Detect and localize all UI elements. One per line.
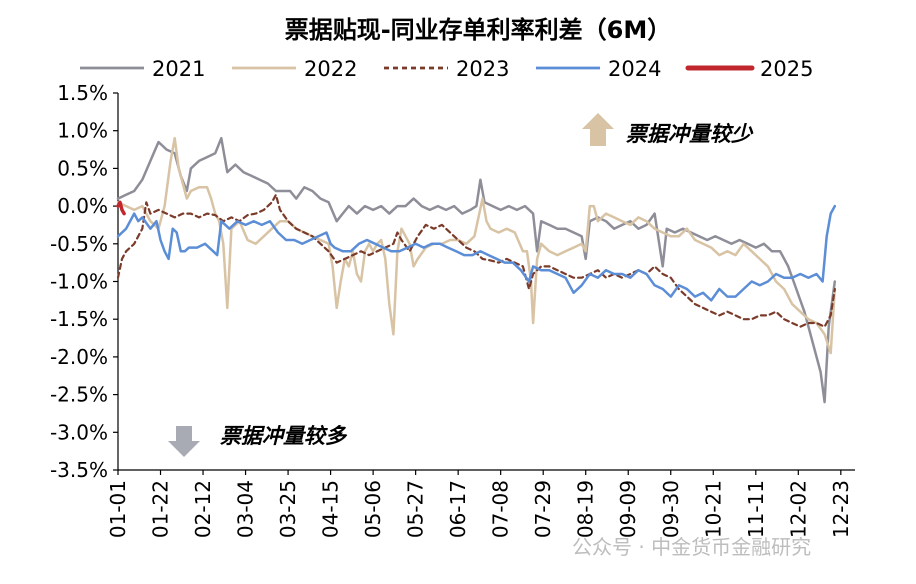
chart-title: 票据贴现-同业存单利率利差（6M）: [285, 16, 672, 44]
x-tick-label: 07-29: [531, 480, 555, 538]
legend-label-2024: 2024: [608, 57, 661, 81]
down-note: 票据冲量较多: [168, 424, 348, 457]
plot-area: [116, 136, 837, 404]
up-note: 票据冲量较少: [582, 113, 754, 146]
up-note-label: 票据冲量较少: [626, 122, 754, 146]
x-tick-label: 12-23: [829, 480, 853, 538]
x-tick-label: 09-09: [616, 480, 640, 538]
legend-label-2021: 2021: [152, 57, 205, 81]
legend-label-2022: 2022: [304, 57, 357, 81]
y-tick-label: -1.5%: [50, 307, 108, 331]
x-tick-label: 06-17: [446, 480, 470, 538]
y-tick-label: -2.5%: [50, 383, 108, 407]
down-note-label: 票据冲量较多: [220, 424, 348, 448]
x-tick-label: 03-25: [276, 480, 300, 538]
x-tick-label: 01-22: [149, 480, 173, 538]
x-tick-label: 08-19: [574, 480, 598, 538]
series-line-2022: [116, 136, 837, 355]
series-line-2023: [116, 193, 836, 328]
y-axis: 1.5% 1.0% 0.5% 0.0% -0.5% -1.0% -1.5% -2.0% -2.5…: [50, 81, 119, 482]
series-line-2024: [116, 204, 837, 302]
legend-label-2025: 2025: [760, 57, 813, 81]
y-tick-label: -3.0%: [50, 420, 108, 444]
y-tick-label: 0.0%: [57, 194, 108, 218]
watermark: 公众号 · 中金货币金融研究: [572, 535, 811, 559]
y-tick-label: 1.5%: [57, 81, 108, 105]
legend: 2021 2022 2023 2024 2025: [80, 57, 813, 81]
down-arrow-icon: [168, 426, 200, 457]
x-axis: 01-01 01-22 02-12 03-04 03-25 04-15 05-06 05-27…: [106, 469, 855, 538]
x-tick-label: 07-08: [489, 480, 513, 538]
y-tick-label: -1.0%: [50, 270, 108, 294]
x-tick-label: 02-12: [191, 480, 215, 538]
x-tick-label: 05-27: [404, 480, 428, 538]
x-tick-label: 04-15: [319, 480, 343, 538]
series-line-2021: [116, 136, 837, 404]
x-tick-label: 11-11: [744, 480, 768, 538]
y-tick-label: -3.5%: [50, 458, 108, 482]
x-tick-label: 12-02: [786, 480, 810, 538]
y-tick-label: -0.5%: [50, 232, 108, 256]
x-tick-label: 03-04: [234, 480, 258, 538]
x-tick-label: 05-06: [361, 480, 385, 538]
y-tick-label: -2.0%: [50, 345, 108, 369]
legend-label-2023: 2023: [456, 57, 509, 81]
x-tick-label: 09-30: [659, 480, 683, 538]
up-arrow-icon: [582, 113, 614, 146]
y-tick-label: 1.0%: [57, 119, 108, 143]
x-tick-label: 10-21: [701, 480, 725, 538]
x-tick-label: 01-01: [106, 480, 130, 538]
y-tick-label: 0.5%: [57, 156, 108, 180]
series-line-2025: [116, 200, 126, 216]
